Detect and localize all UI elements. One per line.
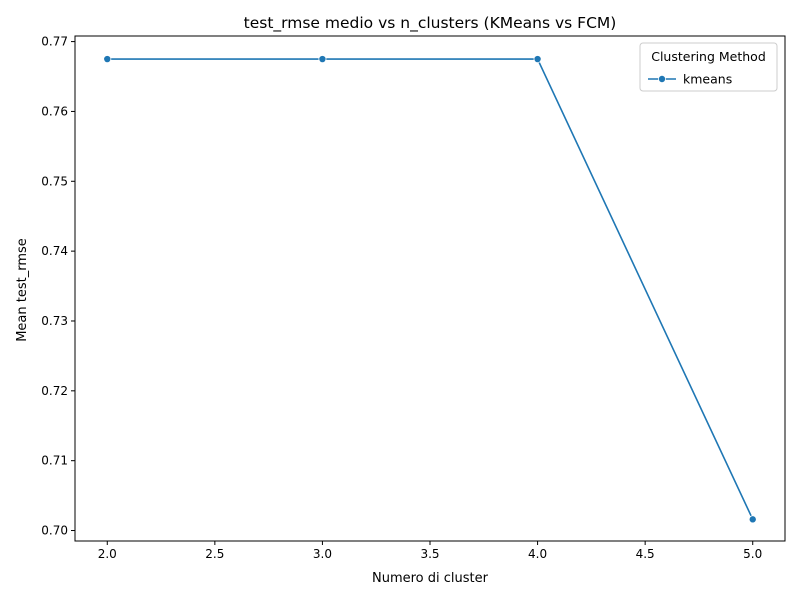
legend-title: Clustering Method: [651, 49, 766, 64]
series-line-kmeans: [107, 58, 754, 520]
y-tick-label: 0.73: [41, 314, 68, 328]
x-tick-label: 3.5: [420, 547, 439, 561]
x-tick-label: 2.0: [98, 547, 117, 561]
plot-area: 2.0 2.5 3.0 3.5 4.0 4.5 5.0 0.70 0.71 0.72 0.73 0.7…: [41, 35, 786, 561]
x-tick-label: 4.5: [636, 547, 655, 561]
legend: Clustering Method kmeans: [639, 42, 778, 92]
y-tick-label: 0.72: [41, 384, 68, 398]
data-point: [103, 55, 112, 64]
y-tick-label: 0.71: [41, 454, 68, 468]
x-tick-label: 2.5: [205, 547, 224, 561]
y-tick-label: 0.70: [41, 524, 68, 538]
chart-title: test_rmse medio vs n_clusters (KMeans vs…: [244, 14, 617, 33]
y-tick-label: 0.74: [41, 244, 68, 258]
data-point: [318, 55, 327, 64]
x-tick-label: 4.0: [528, 547, 547, 561]
legend-label: kmeans: [683, 72, 732, 87]
data-point: [533, 55, 542, 64]
x-tick-label: 5.0: [743, 547, 762, 561]
legend-marker: [658, 75, 667, 84]
y-axis-label: Mean test_rmse: [15, 238, 30, 342]
y-tick-label: 0.76: [41, 104, 68, 118]
x-tick-label: 3.0: [313, 547, 332, 561]
x-axis-label: Numero di cluster: [372, 571, 489, 586]
y-tick-label: 0.75: [41, 174, 68, 188]
y-tick-label: 0.77: [41, 35, 68, 49]
data-point: [748, 515, 757, 524]
